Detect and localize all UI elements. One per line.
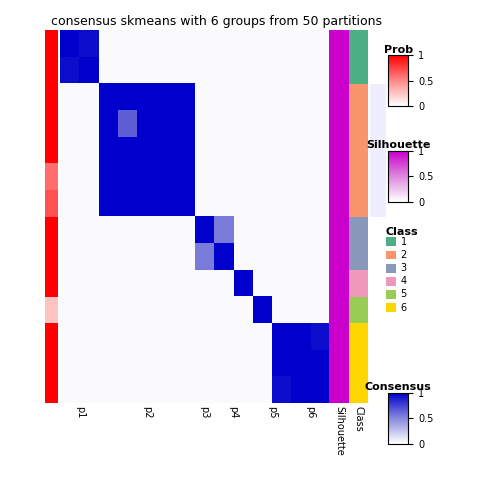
Bar (330, 30, 349, 57)
Bar (349, 163, 368, 190)
Bar (44, 376, 58, 403)
Bar (349, 84, 368, 110)
Bar (386, 250, 397, 260)
Bar (44, 84, 58, 110)
Bar (44, 110, 58, 137)
Bar (44, 57, 58, 84)
Bar (349, 190, 368, 217)
Bar (386, 290, 397, 299)
Bar (44, 217, 58, 243)
Bar (349, 376, 368, 403)
Bar (370, 243, 386, 270)
Text: Class: Class (386, 227, 418, 237)
Text: 5: 5 (401, 289, 407, 299)
Bar (349, 243, 368, 270)
Bar (349, 57, 368, 84)
Bar (330, 190, 349, 217)
Bar (349, 323, 368, 350)
Bar (44, 297, 58, 323)
Title: Silhouette: Silhouette (366, 141, 430, 150)
Bar (370, 217, 386, 243)
Bar (349, 110, 368, 137)
Bar (330, 243, 349, 270)
Bar (330, 376, 349, 403)
Text: 3: 3 (401, 263, 407, 273)
Title: Consensus: Consensus (365, 383, 431, 392)
Bar (44, 190, 58, 217)
Text: 1: 1 (401, 237, 407, 247)
Bar (330, 137, 349, 163)
Title: Prob: Prob (384, 45, 413, 54)
Bar (370, 190, 386, 217)
Bar (370, 323, 386, 350)
Bar (386, 237, 397, 246)
Bar (330, 57, 349, 84)
Bar (386, 277, 397, 286)
Bar (386, 264, 397, 273)
Bar (330, 297, 349, 323)
Bar (370, 163, 386, 190)
Bar (44, 137, 58, 163)
Bar (370, 57, 386, 84)
Bar (349, 350, 368, 376)
Bar (370, 270, 386, 297)
Bar (44, 350, 58, 376)
Bar (370, 110, 386, 137)
Bar (370, 297, 386, 323)
Bar (44, 243, 58, 270)
Bar (330, 110, 349, 137)
Bar (370, 30, 386, 57)
Bar (330, 84, 349, 110)
Bar (330, 163, 349, 190)
Bar (370, 84, 386, 110)
Bar (349, 297, 368, 323)
Text: consensus skmeans with 6 groups from 50 partitions: consensus skmeans with 6 groups from 50 … (51, 15, 382, 28)
Bar (370, 350, 386, 376)
Bar (44, 30, 58, 57)
Bar (44, 270, 58, 297)
Text: 6: 6 (401, 302, 407, 312)
Bar (370, 376, 386, 403)
Bar (349, 30, 368, 57)
Bar (330, 323, 349, 350)
Bar (349, 137, 368, 163)
Text: 4: 4 (401, 276, 407, 286)
Bar (349, 217, 368, 243)
Bar (330, 270, 349, 297)
Bar (44, 163, 58, 190)
Text: 2: 2 (401, 250, 407, 260)
Bar (370, 137, 386, 163)
Bar (44, 323, 58, 350)
Bar (349, 270, 368, 297)
Bar (386, 303, 397, 312)
Bar (330, 217, 349, 243)
Bar (330, 350, 349, 376)
